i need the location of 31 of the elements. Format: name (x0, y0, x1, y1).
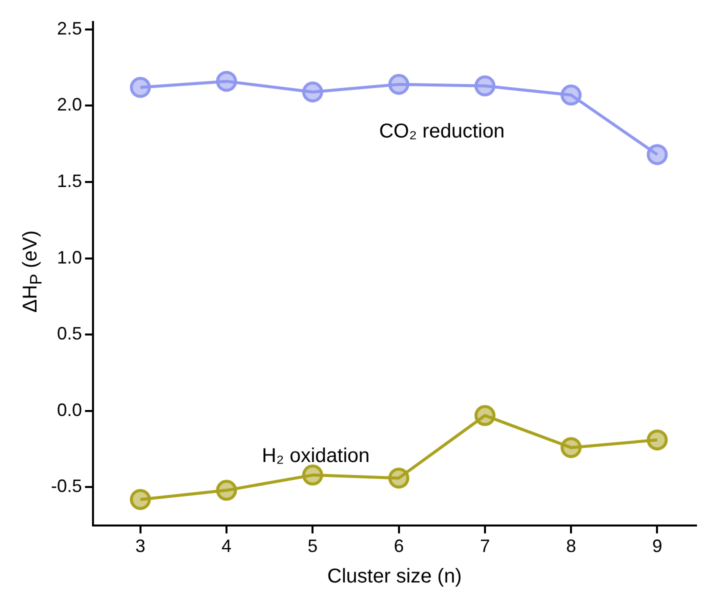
point (216, 480, 238, 501)
x-tick-label: 5 (308, 536, 318, 556)
point (130, 76, 151, 98)
x-tick-label: 9 (652, 536, 662, 556)
x-tick-label: 4 (222, 536, 232, 556)
point (560, 437, 582, 458)
y-tick-label: 1.0 (56, 247, 82, 268)
y-tick-label: 0.5 (56, 324, 82, 344)
point (474, 75, 496, 96)
point (646, 429, 668, 450)
y-tick-label: -0.5 (50, 476, 82, 496)
point (474, 405, 496, 426)
y-tick-label: 0.0 (56, 400, 82, 420)
series-label: H₂ oxidation (262, 445, 370, 468)
point (130, 488, 151, 510)
point (388, 74, 410, 95)
x-axis-title: Cluster size (n) (327, 566, 462, 588)
x-tick-label: 6 (394, 536, 404, 556)
y-tick-label: 1.5 (56, 171, 82, 192)
series-label: CO₂ reduction (379, 120, 505, 143)
point (216, 70, 238, 92)
point (302, 82, 324, 102)
x-tick-label: 7 (480, 536, 490, 556)
y-tick-label: 2.5 (56, 18, 82, 38)
point (302, 464, 324, 486)
point (388, 468, 410, 489)
x-tick-label: 8 (566, 536, 576, 556)
x-tick-label: 3 (135, 536, 146, 556)
point (646, 144, 668, 166)
y-tick-label: 2.0 (56, 94, 82, 115)
point (560, 84, 582, 106)
